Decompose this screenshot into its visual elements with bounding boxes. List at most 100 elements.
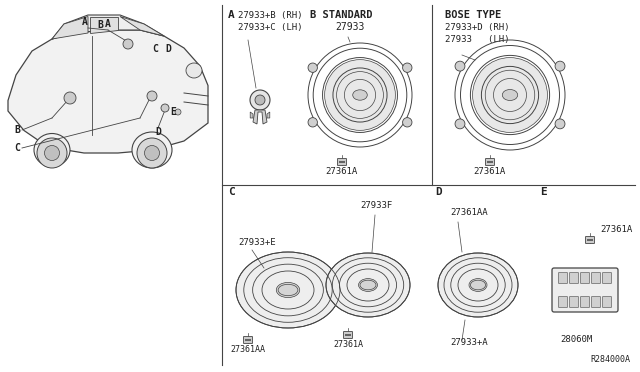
Text: D: D [165,44,171,54]
FancyBboxPatch shape [559,296,568,308]
Text: A: A [82,17,88,27]
Circle shape [308,118,317,127]
Text: C: C [228,187,235,197]
Circle shape [589,239,591,241]
Text: B: B [14,125,20,135]
Text: 27933+C (LH): 27933+C (LH) [238,23,303,32]
Circle shape [555,61,565,71]
Circle shape [308,63,317,73]
Polygon shape [90,16,118,33]
Text: 27933+A: 27933+A [450,338,488,347]
Text: D: D [155,127,161,137]
Text: 27933+B (RH): 27933+B (RH) [238,11,303,20]
Text: 27361A: 27361A [600,225,632,234]
Polygon shape [267,112,270,118]
Circle shape [343,161,345,163]
FancyBboxPatch shape [337,158,346,166]
Circle shape [137,138,167,168]
Ellipse shape [186,63,202,78]
Circle shape [247,339,249,341]
FancyBboxPatch shape [602,296,611,308]
Text: BOSE TYPE: BOSE TYPE [445,10,501,20]
FancyBboxPatch shape [570,296,579,308]
Circle shape [489,161,491,163]
Ellipse shape [132,132,172,168]
Text: A: A [105,19,111,29]
Text: 27933   (LH): 27933 (LH) [445,35,509,44]
Circle shape [161,104,169,112]
FancyBboxPatch shape [559,273,568,283]
Ellipse shape [502,90,518,100]
Text: R284000A: R284000A [590,355,630,364]
Text: D: D [435,187,442,197]
Text: 27361A: 27361A [333,340,363,349]
Ellipse shape [469,279,487,291]
Ellipse shape [276,282,300,298]
Circle shape [341,161,343,163]
Ellipse shape [326,253,410,317]
Text: A: A [228,10,235,20]
FancyBboxPatch shape [602,273,611,283]
Circle shape [403,63,412,73]
Ellipse shape [34,134,70,167]
Circle shape [250,90,270,110]
FancyBboxPatch shape [591,273,600,283]
Text: E: E [540,187,547,197]
FancyBboxPatch shape [570,273,579,283]
Circle shape [123,39,133,49]
Polygon shape [52,16,88,39]
Ellipse shape [438,253,518,317]
Text: C: C [152,44,158,54]
Polygon shape [120,16,164,36]
Circle shape [175,109,181,115]
Circle shape [245,339,247,341]
Ellipse shape [358,279,378,291]
Circle shape [347,334,349,336]
FancyBboxPatch shape [591,296,600,308]
Circle shape [492,161,493,163]
FancyBboxPatch shape [586,237,595,244]
FancyBboxPatch shape [344,331,353,339]
FancyBboxPatch shape [243,337,253,343]
Circle shape [145,145,159,160]
Polygon shape [52,15,164,39]
Text: B: B [97,20,103,30]
Circle shape [345,334,347,336]
FancyBboxPatch shape [552,268,618,312]
Circle shape [147,91,157,101]
Circle shape [324,60,396,130]
FancyBboxPatch shape [486,158,495,166]
Circle shape [591,239,593,241]
Circle shape [455,119,465,129]
Text: 27933+E: 27933+E [238,238,276,247]
Text: 28060M: 28060M [560,335,592,344]
Text: 27361AA: 27361AA [230,345,265,354]
FancyBboxPatch shape [580,273,589,283]
FancyBboxPatch shape [580,296,589,308]
Text: 27933: 27933 [335,22,364,32]
Circle shape [455,61,465,71]
Text: 27361AA: 27361AA [450,208,488,217]
Text: E: E [170,107,176,117]
Polygon shape [253,110,267,124]
Circle shape [249,339,251,341]
Text: 27933+D (RH): 27933+D (RH) [445,23,509,32]
Ellipse shape [236,252,340,328]
Polygon shape [8,30,208,153]
Circle shape [37,138,67,168]
Circle shape [64,92,76,104]
Circle shape [588,239,589,241]
Text: B STANDARD: B STANDARD [310,10,372,20]
Polygon shape [250,112,253,118]
Text: 27361A: 27361A [325,167,357,176]
Ellipse shape [353,90,367,100]
Circle shape [487,161,489,163]
Circle shape [339,161,341,163]
Circle shape [45,145,60,160]
Circle shape [472,58,547,132]
Text: 27361A: 27361A [473,167,505,176]
Circle shape [349,334,351,336]
Text: 27933F: 27933F [360,201,392,210]
Circle shape [555,119,565,129]
Circle shape [255,95,265,105]
